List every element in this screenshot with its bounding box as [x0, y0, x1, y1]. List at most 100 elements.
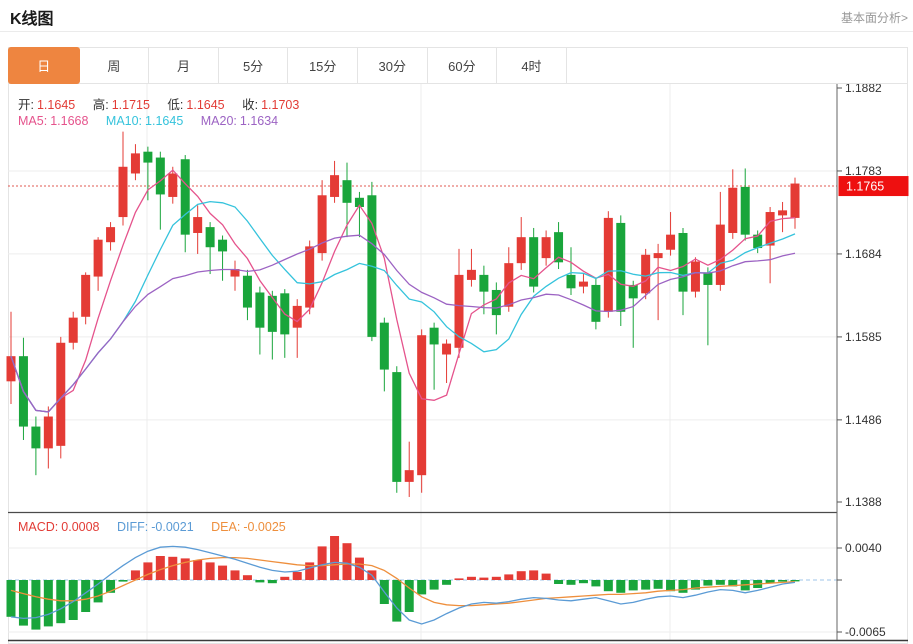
candle[interactable] [529, 227, 539, 293]
candle[interactable] [715, 191, 725, 291]
candle[interactable] [218, 235, 228, 281]
dea-line [10, 556, 796, 607]
candle[interactable] [740, 168, 750, 241]
candle[interactable] [354, 191, 364, 238]
candle[interactable] [193, 205, 203, 254]
candle[interactable] [790, 177, 800, 229]
candle[interactable] [267, 290, 277, 360]
tab-30分[interactable]: 30分 [357, 48, 428, 83]
fundamental-analysis-link[interactable]: 基本面分析> [840, 11, 908, 25]
tab-15分[interactable]: 15分 [288, 48, 358, 83]
tab-60分[interactable]: 60分 [427, 48, 498, 83]
ma-legend: MA5: 1.1668 MA10: 1.1645 MA20: 1.1634 [18, 114, 281, 128]
candle[interactable] [404, 441, 414, 497]
candle[interactable] [454, 248, 464, 358]
candle[interactable] [516, 217, 526, 270]
candle[interactable] [504, 247, 514, 312]
macd-label: MACD: [18, 520, 59, 534]
candle[interactable] [180, 155, 190, 253]
candle[interactable] [778, 201, 788, 233]
candle[interactable] [541, 230, 551, 266]
dea-value: -0.0025 [243, 520, 286, 534]
candle[interactable] [678, 227, 688, 316]
high-value: 1.1715 [111, 98, 150, 112]
candle[interactable] [242, 269, 252, 321]
tabbar-filler [566, 48, 907, 83]
candle[interactable] [554, 222, 564, 270]
candle[interactable] [168, 166, 178, 204]
candle[interactable] [81, 272, 91, 325]
candle[interactable] [280, 289, 290, 358]
diff-line [10, 545, 796, 625]
panel-divider [8, 511, 908, 642]
candle[interactable] [255, 286, 265, 355]
dea-label: DEA: [211, 520, 241, 534]
candle[interactable] [379, 317, 389, 392]
candle[interactable] [653, 243, 663, 321]
candle[interactable] [728, 169, 738, 239]
candle[interactable] [205, 222, 215, 275]
candle[interactable] [666, 212, 676, 256]
candle[interactable] [591, 278, 601, 330]
macd-value: 0.0008 [61, 520, 100, 534]
candle[interactable] [690, 257, 700, 298]
interval-tabbar: 日周月 5分 15分 30分 60分 4时 [8, 47, 908, 84]
ohlc-legend: 开: 1.1645 高: 1.1715 低: 1.1645 收: 1.1703 [18, 94, 302, 113]
candle[interactable] [417, 329, 427, 493]
candle[interactable] [628, 280, 638, 348]
candle[interactable] [641, 248, 651, 300]
ma10-label: MA10: [105, 114, 143, 128]
candle[interactable] [31, 416, 41, 476]
candle[interactable] [367, 181, 377, 342]
ma20-label: MA20: [200, 114, 237, 128]
tab-月[interactable]: 月 [149, 48, 219, 83]
candle[interactable] [305, 240, 315, 315]
close-value: 1.1703 [261, 98, 300, 112]
candle[interactable] [765, 207, 775, 284]
macd-tick-label: -0.0065 [845, 625, 886, 639]
price-tick-label: 1.1783 [845, 164, 882, 178]
candle[interactable] [230, 260, 240, 291]
candle[interactable] [442, 339, 452, 383]
ma20-value: 1.1634 [239, 114, 279, 128]
candle[interactable] [429, 322, 439, 390]
price-tick-label: 1.1684 [845, 247, 882, 261]
page-header: K线图 基本面分析> [0, 0, 913, 32]
tab-日[interactable]: 日 [8, 47, 80, 84]
page-title: K线图 [10, 11, 54, 28]
candle[interactable] [566, 247, 576, 295]
macd-histogram[interactable] [6, 536, 800, 630]
price-tick-label: 1.1388 [845, 495, 882, 509]
tab-4时[interactable]: 4时 [497, 48, 567, 83]
candle[interactable] [392, 366, 402, 493]
candle[interactable] [155, 151, 165, 230]
diff-label: DIFF: [117, 520, 149, 534]
candle[interactable] [68, 311, 78, 350]
tab-周[interactable]: 周 [79, 48, 150, 83]
candle[interactable] [292, 299, 302, 358]
price-tick-label: 1.1486 [845, 413, 882, 427]
candle[interactable] [466, 248, 476, 287]
candle[interactable] [118, 131, 128, 226]
price-tick-label: 1.1882 [845, 81, 882, 95]
candle[interactable] [753, 230, 763, 254]
candle[interactable] [130, 144, 140, 181]
candle[interactable] [330, 160, 340, 203]
tab-5分[interactable]: 5分 [218, 48, 289, 83]
open-label: 开: [18, 98, 34, 112]
candle[interactable] [43, 406, 53, 469]
current-price-badge: 1.1765 [838, 176, 909, 197]
candle[interactable] [479, 265, 489, 315]
candle[interactable] [93, 237, 103, 291]
candle[interactable] [703, 267, 713, 346]
ma20-line [10, 234, 796, 413]
low-value: 1.1645 [186, 98, 225, 112]
candle[interactable] [143, 146, 153, 201]
candle[interactable] [578, 274, 588, 294]
candle[interactable] [317, 180, 327, 261]
candle[interactable] [106, 222, 116, 251]
candle[interactable] [18, 337, 28, 440]
close-label: 收: [242, 98, 259, 112]
candle[interactable] [603, 211, 613, 318]
